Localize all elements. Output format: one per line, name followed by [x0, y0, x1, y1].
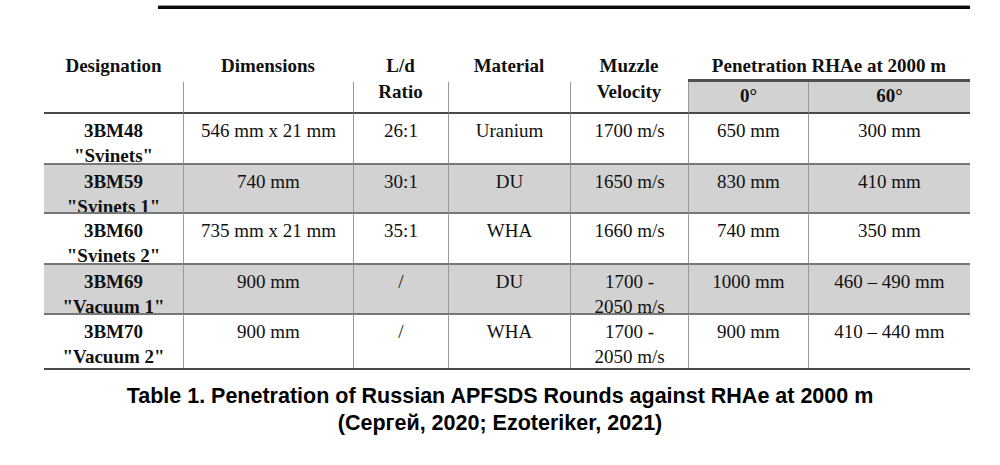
cell-designation: 3BM59 "Svinets 1" [44, 163, 183, 212]
top-rule-black-line [158, 6, 970, 9]
header-material: Material [448, 48, 570, 112]
cell-material: WHA [448, 313, 570, 368]
cell-dimensions: 900 mm [183, 313, 353, 368]
cell-ld-ratio: 26:1 [353, 112, 448, 163]
cell-ld-ratio: / [353, 263, 448, 313]
cell-muzzle-velocity: 1650 m/s [570, 163, 688, 212]
header-penetration-group: Penetration RHAe at 2000 m [688, 48, 970, 82]
cell-dimensions: 735 mm x 21 mm [183, 212, 353, 263]
cell-penetration-60deg: 300 mm [808, 112, 970, 163]
cell-muzzle-velocity: 1700 - 2050 m/s [570, 263, 688, 313]
cell-muzzle-velocity: 1700 - 2050 m/s [570, 313, 688, 368]
cell-penetration-0deg: 830 mm [688, 163, 808, 212]
header-muzzle-velocity: Muzzle Velocity [570, 48, 688, 112]
cell-penetration-60deg: 460 – 490 mm [808, 263, 970, 313]
cell-ld-ratio: / [353, 313, 448, 368]
cell-penetration-0deg: 650 mm [688, 112, 808, 163]
header-ld-ratio: L/d Ratio [353, 48, 448, 112]
cell-material: Uranium [448, 112, 570, 163]
penetration-data-table: Designation Dimensions L/d Ratio Materia… [44, 48, 970, 370]
cell-penetration-0deg: 1000 mm [688, 263, 808, 313]
cell-material: DU [448, 163, 570, 212]
table-caption: Table 1. Penetration of Russian APFSDS R… [0, 383, 1000, 437]
header-designation: Designation [44, 48, 183, 112]
cell-ld-ratio: 35:1 [353, 212, 448, 263]
cell-penetration-60deg: 410 – 440 mm [808, 313, 970, 368]
cell-designation: 3BM48 "Svinets" [44, 112, 183, 163]
cell-dimensions: 900 mm [183, 263, 353, 313]
cell-dimensions: 740 mm [183, 163, 353, 212]
cell-designation: 3BM60 "Svinets 2" [44, 212, 183, 263]
header-penetration-0deg: 0° [688, 82, 808, 112]
table-caption-line1: Table 1. Penetration of Russian APFSDS R… [0, 383, 1000, 410]
header-dimensions: Dimensions [183, 48, 353, 112]
cell-penetration-60deg: 410 mm [808, 163, 970, 212]
cell-penetration-60deg: 350 mm [808, 212, 970, 263]
cell-material: DU [448, 263, 570, 313]
header-penetration-60deg: 60° [808, 82, 970, 112]
cell-penetration-0deg: 740 mm [688, 212, 808, 263]
top-rule [158, 5, 970, 9]
cell-material: WHA [448, 212, 570, 263]
cell-ld-ratio: 30:1 [353, 163, 448, 212]
cell-muzzle-velocity: 1700 m/s [570, 112, 688, 163]
cell-designation: 3BM69 "Vacuum 1" [44, 263, 183, 313]
cell-penetration-0deg: 900 mm [688, 313, 808, 368]
cell-muzzle-velocity: 1660 m/s [570, 212, 688, 263]
cell-designation: 3BM70 "Vacuum 2" [44, 313, 183, 368]
table-caption-line2: (Сергей, 2020; Ezoteriker, 2021) [0, 410, 1000, 437]
cell-dimensions: 546 mm x 21 mm [183, 112, 353, 163]
